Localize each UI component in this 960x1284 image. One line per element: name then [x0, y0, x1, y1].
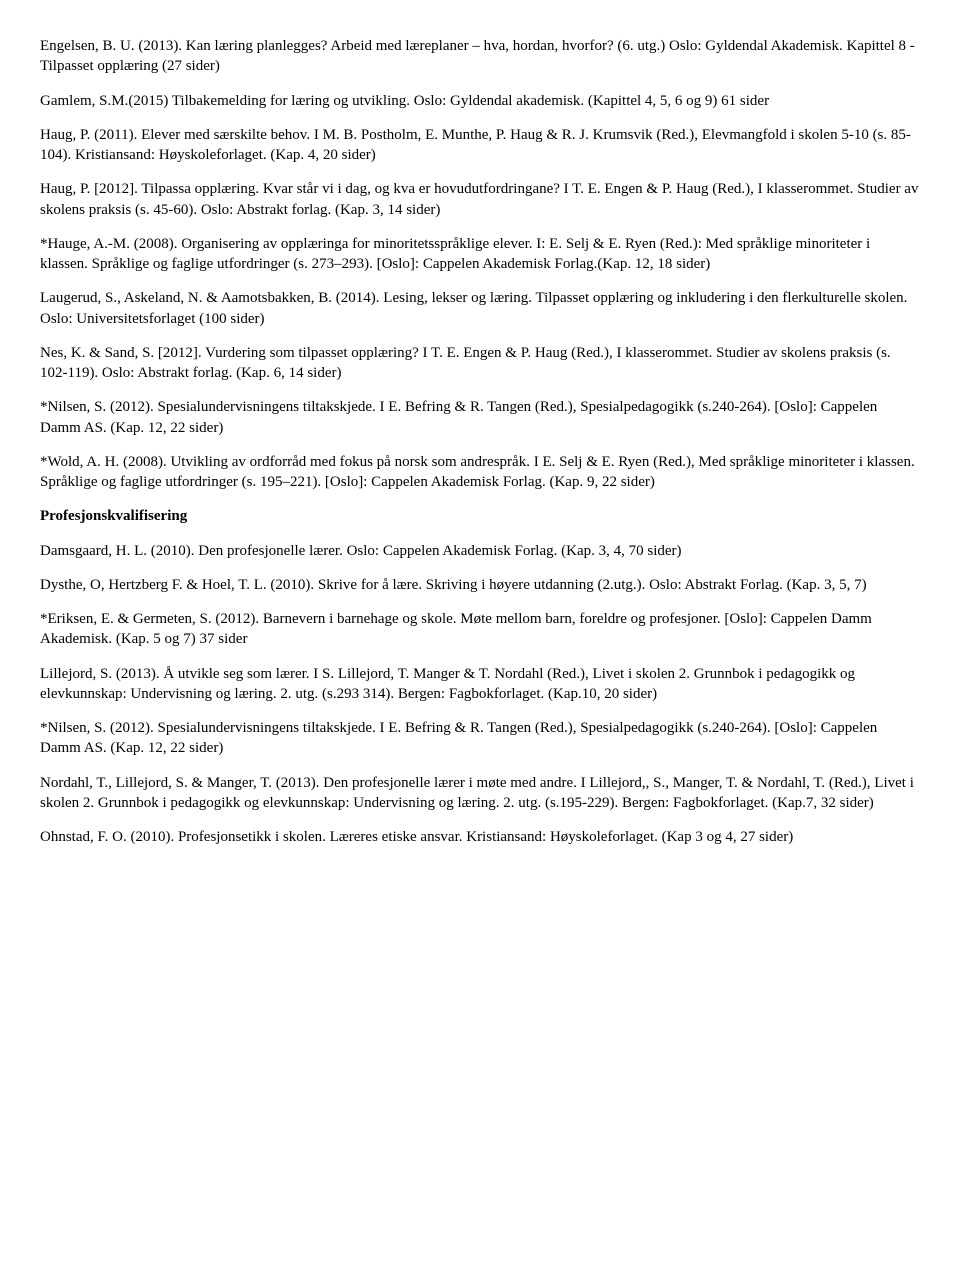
paragraph: *Nilsen, S. (2012). Spesialundervisninge…: [40, 718, 920, 759]
paragraph: Nordahl, T., Lillejord, S. & Manger, T. …: [40, 773, 920, 814]
paragraph: Damsgaard, H. L. (2010). Den profesjonel…: [40, 541, 920, 561]
paragraph: Profesjonskvalifisering: [40, 506, 920, 526]
paragraph: Laugerud, S., Askeland, N. & Aamotsbakke…: [40, 288, 920, 329]
document-body: Engelsen, B. U. (2013). Kan læring planl…: [40, 36, 920, 847]
paragraph: Haug, P. (2011). Elever med særskilte be…: [40, 125, 920, 166]
paragraph: *Wold, A. H. (2008). Utvikling av ordfor…: [40, 452, 920, 493]
paragraph: Engelsen, B. U. (2013). Kan læring planl…: [40, 36, 920, 77]
paragraph: Ohnstad, F. O. (2010). Profesjonsetikk i…: [40, 827, 920, 847]
paragraph: *Hauge, A.-M. (2008). Organisering av op…: [40, 234, 920, 275]
paragraph: *Eriksen, E. & Germeten, S. (2012). Barn…: [40, 609, 920, 650]
paragraph: Lillejord, S. (2013). Å utvikle seg som …: [40, 664, 920, 705]
paragraph: Nes, K. & Sand, S. [2012]. Vurdering som…: [40, 343, 920, 384]
paragraph: *Nilsen, S. (2012). Spesialundervisninge…: [40, 397, 920, 438]
paragraph: Haug, P. [2012]. Tilpassa opplæring. Kva…: [40, 179, 920, 220]
paragraph: Dysthe, O, Hertzberg F. & Hoel, T. L. (2…: [40, 575, 920, 595]
paragraph: Gamlem, S.M.(2015) Tilbakemelding for læ…: [40, 91, 920, 111]
